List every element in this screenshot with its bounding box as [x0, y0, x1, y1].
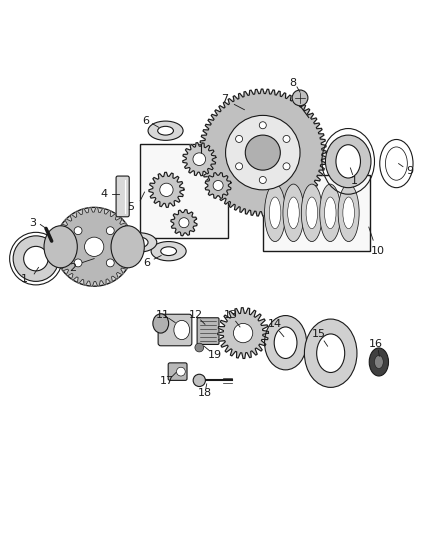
Ellipse shape [44, 226, 77, 268]
Circle shape [55, 207, 134, 286]
Ellipse shape [153, 314, 169, 333]
Circle shape [236, 135, 243, 142]
Circle shape [193, 374, 205, 386]
Circle shape [24, 246, 48, 271]
Text: 6: 6 [142, 116, 149, 126]
Ellipse shape [369, 348, 389, 376]
Ellipse shape [283, 184, 304, 241]
Text: 11: 11 [156, 310, 170, 320]
FancyBboxPatch shape [197, 318, 219, 344]
Text: 10: 10 [371, 246, 385, 256]
Circle shape [233, 324, 253, 343]
Circle shape [226, 115, 300, 190]
Circle shape [292, 90, 308, 106]
Polygon shape [199, 89, 326, 216]
Ellipse shape [265, 316, 307, 370]
Ellipse shape [317, 334, 345, 373]
Ellipse shape [320, 184, 341, 241]
Circle shape [177, 367, 185, 376]
Circle shape [74, 259, 82, 267]
Circle shape [106, 227, 114, 235]
FancyBboxPatch shape [168, 363, 187, 381]
Circle shape [259, 122, 266, 129]
Polygon shape [183, 143, 216, 176]
Circle shape [85, 237, 104, 256]
Ellipse shape [336, 145, 360, 178]
Polygon shape [218, 308, 268, 359]
Text: 17: 17 [160, 376, 174, 386]
Text: 18: 18 [198, 387, 212, 398]
Ellipse shape [269, 197, 281, 229]
Ellipse shape [122, 233, 157, 252]
Ellipse shape [151, 241, 186, 261]
Polygon shape [55, 207, 134, 286]
Text: 5: 5 [127, 203, 134, 212]
Ellipse shape [148, 121, 183, 140]
Text: 6: 6 [143, 258, 150, 268]
Ellipse shape [174, 320, 190, 340]
Text: 16: 16 [369, 340, 383, 350]
Text: 12: 12 [189, 310, 203, 320]
Circle shape [259, 176, 266, 183]
Circle shape [283, 163, 290, 170]
Circle shape [245, 135, 280, 170]
Circle shape [236, 163, 243, 170]
Circle shape [106, 259, 114, 267]
Circle shape [179, 217, 189, 228]
Text: 3: 3 [29, 217, 36, 228]
Circle shape [193, 153, 205, 166]
Circle shape [201, 91, 325, 214]
Ellipse shape [374, 356, 383, 368]
Circle shape [195, 343, 204, 352]
Ellipse shape [158, 126, 173, 135]
Ellipse shape [325, 197, 336, 229]
Text: 7: 7 [221, 94, 228, 104]
Ellipse shape [306, 197, 318, 229]
Text: 1: 1 [21, 274, 28, 284]
Bar [140, 144, 228, 238]
Text: 9: 9 [406, 166, 413, 176]
Polygon shape [149, 172, 184, 207]
Ellipse shape [274, 327, 297, 359]
Ellipse shape [301, 184, 322, 241]
Ellipse shape [343, 197, 354, 229]
Text: 14: 14 [268, 319, 282, 329]
Text: 4: 4 [101, 189, 108, 199]
Ellipse shape [161, 247, 177, 255]
Text: 19: 19 [208, 350, 222, 360]
FancyBboxPatch shape [158, 314, 192, 346]
Circle shape [213, 181, 223, 190]
Circle shape [74, 227, 82, 235]
FancyBboxPatch shape [116, 176, 129, 217]
Text: 2: 2 [69, 263, 76, 273]
Bar [263, 174, 370, 251]
Ellipse shape [288, 197, 299, 229]
Ellipse shape [265, 184, 286, 241]
Ellipse shape [131, 237, 148, 248]
Ellipse shape [111, 226, 144, 268]
Ellipse shape [325, 135, 371, 188]
Circle shape [13, 236, 59, 281]
Text: 15: 15 [312, 329, 326, 340]
Ellipse shape [338, 184, 359, 241]
Polygon shape [171, 209, 197, 236]
Circle shape [160, 183, 173, 197]
Circle shape [283, 135, 290, 142]
Polygon shape [205, 173, 231, 198]
Text: 1: 1 [351, 176, 358, 186]
Ellipse shape [304, 319, 357, 387]
Text: 8: 8 [289, 77, 296, 87]
Text: 13: 13 [224, 310, 238, 320]
